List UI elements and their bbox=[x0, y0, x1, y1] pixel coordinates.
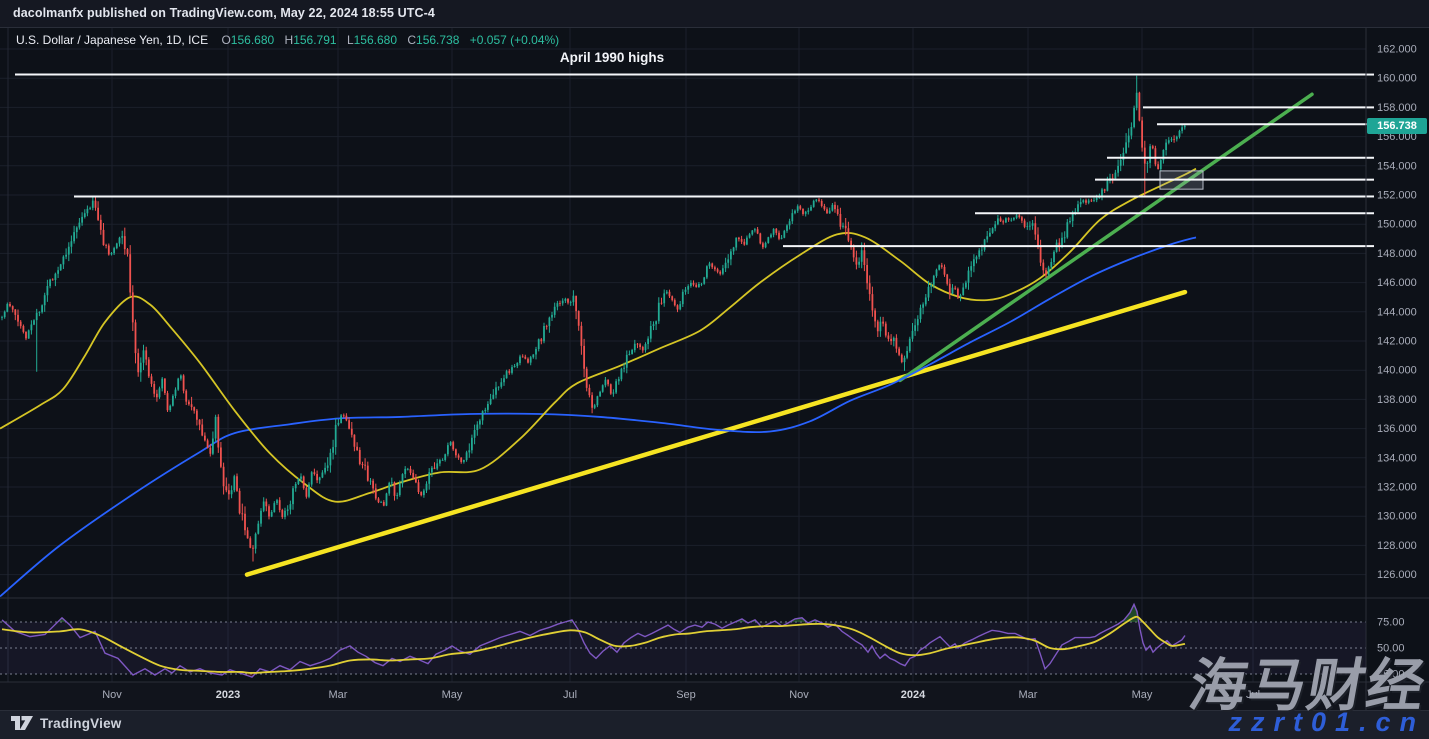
watermark-url: zzrt01.cn bbox=[1228, 707, 1425, 737]
footer-bar bbox=[0, 710, 1429, 739]
axis-labels: 162.000 160.000 158.000 156.000 154.000 152.0… bbox=[102, 44, 1417, 702]
ohlc-open: O156.680 bbox=[221, 33, 275, 47]
ohlc-high: H156.791 bbox=[284, 33, 337, 47]
time-axis-label: Jul bbox=[563, 689, 577, 701]
rsi-line bbox=[1, 602, 1186, 678]
rsi-axis-label: 50.00 bbox=[1377, 643, 1405, 655]
price-axis-label: 154.000 bbox=[1377, 160, 1417, 172]
green-uptrend-line[interactable] bbox=[898, 92, 1314, 383]
time-axis-label: Nov bbox=[102, 689, 122, 701]
time-axis-label: 2024 bbox=[901, 689, 926, 701]
tradingview-logo[interactable]: TradingView bbox=[11, 716, 121, 731]
price-axis-label: 144.000 bbox=[1377, 306, 1417, 318]
price-axis-label: 152.000 bbox=[1377, 190, 1417, 202]
time-axis-label: May bbox=[442, 689, 463, 701]
price-axis-label: 162.000 bbox=[1377, 44, 1417, 56]
price-pane bbox=[0, 75, 1314, 598]
ohlc-close: C156.738 bbox=[407, 33, 460, 47]
tradingview-logo-icon bbox=[11, 716, 33, 730]
price-axis-label: 158.000 bbox=[1377, 102, 1417, 114]
symbol-title: U.S. Dollar / Japanese Yen, 1D, ICE bbox=[16, 33, 209, 47]
ma-slow-blue bbox=[0, 236, 1197, 598]
price-axis-label: 160.000 bbox=[1377, 73, 1417, 85]
price-axis-label: 126.000 bbox=[1377, 569, 1417, 581]
change-value: +0.057 (+0.04%) bbox=[469, 33, 560, 47]
time-axis-label: Sep bbox=[676, 689, 696, 701]
time-axis-label: May bbox=[1132, 689, 1153, 701]
price-axis-label: 134.000 bbox=[1377, 452, 1417, 464]
price-axis-label: 146.000 bbox=[1377, 277, 1417, 289]
yellow-support-trendline[interactable] bbox=[244, 289, 1188, 577]
time-axis[interactable] bbox=[0, 682, 1366, 710]
rsi-axis-label: 75.00 bbox=[1377, 617, 1405, 629]
tradingview-logo-text: TradingView bbox=[40, 716, 122, 731]
rsi-axis-label: 25.00 bbox=[1377, 669, 1405, 681]
last-price-badge: 156.738 bbox=[1367, 118, 1427, 134]
time-axis-label: Mar bbox=[1019, 689, 1038, 701]
price-axis-label: 150.000 bbox=[1377, 219, 1417, 231]
price-axis-label: 142.000 bbox=[1377, 336, 1417, 348]
price-axis[interactable] bbox=[1366, 28, 1429, 682]
price-axis-label: 128.000 bbox=[1377, 540, 1417, 552]
ma-fast-yellow bbox=[0, 167, 1197, 503]
time-axis-label: Mar bbox=[329, 689, 348, 701]
price-axis-label: 136.000 bbox=[1377, 423, 1417, 435]
time-axis-label: Nov bbox=[789, 689, 809, 701]
attribution-bar: dacolmanfx published on TradingView.com,… bbox=[0, 0, 1429, 28]
time-axis-label: Jul bbox=[1246, 689, 1260, 701]
price-axis-label: 156.000 bbox=[1377, 131, 1417, 143]
price-axis-label: 138.000 bbox=[1377, 394, 1417, 406]
price-axis-label: 148.000 bbox=[1377, 248, 1417, 260]
attribution-text: dacolmanfx published on TradingView.com,… bbox=[13, 6, 435, 20]
time-axis-label: 2023 bbox=[216, 689, 240, 701]
price-axis-label: 130.000 bbox=[1377, 511, 1417, 523]
price-axis-label: 140.000 bbox=[1377, 365, 1417, 377]
chart-legend: U.S. Dollar / Japanese Yen, 1D, ICE O156… bbox=[16, 33, 559, 47]
grid bbox=[0, 28, 1366, 682]
price-axis-label: 132.000 bbox=[1377, 482, 1417, 494]
rsi-ma-line bbox=[1, 615, 1186, 674]
rsi-pane bbox=[0, 602, 1366, 678]
april-1990-highs-label: April 1990 highs bbox=[559, 50, 665, 65]
ohlc-low: L156.680 bbox=[346, 33, 398, 47]
